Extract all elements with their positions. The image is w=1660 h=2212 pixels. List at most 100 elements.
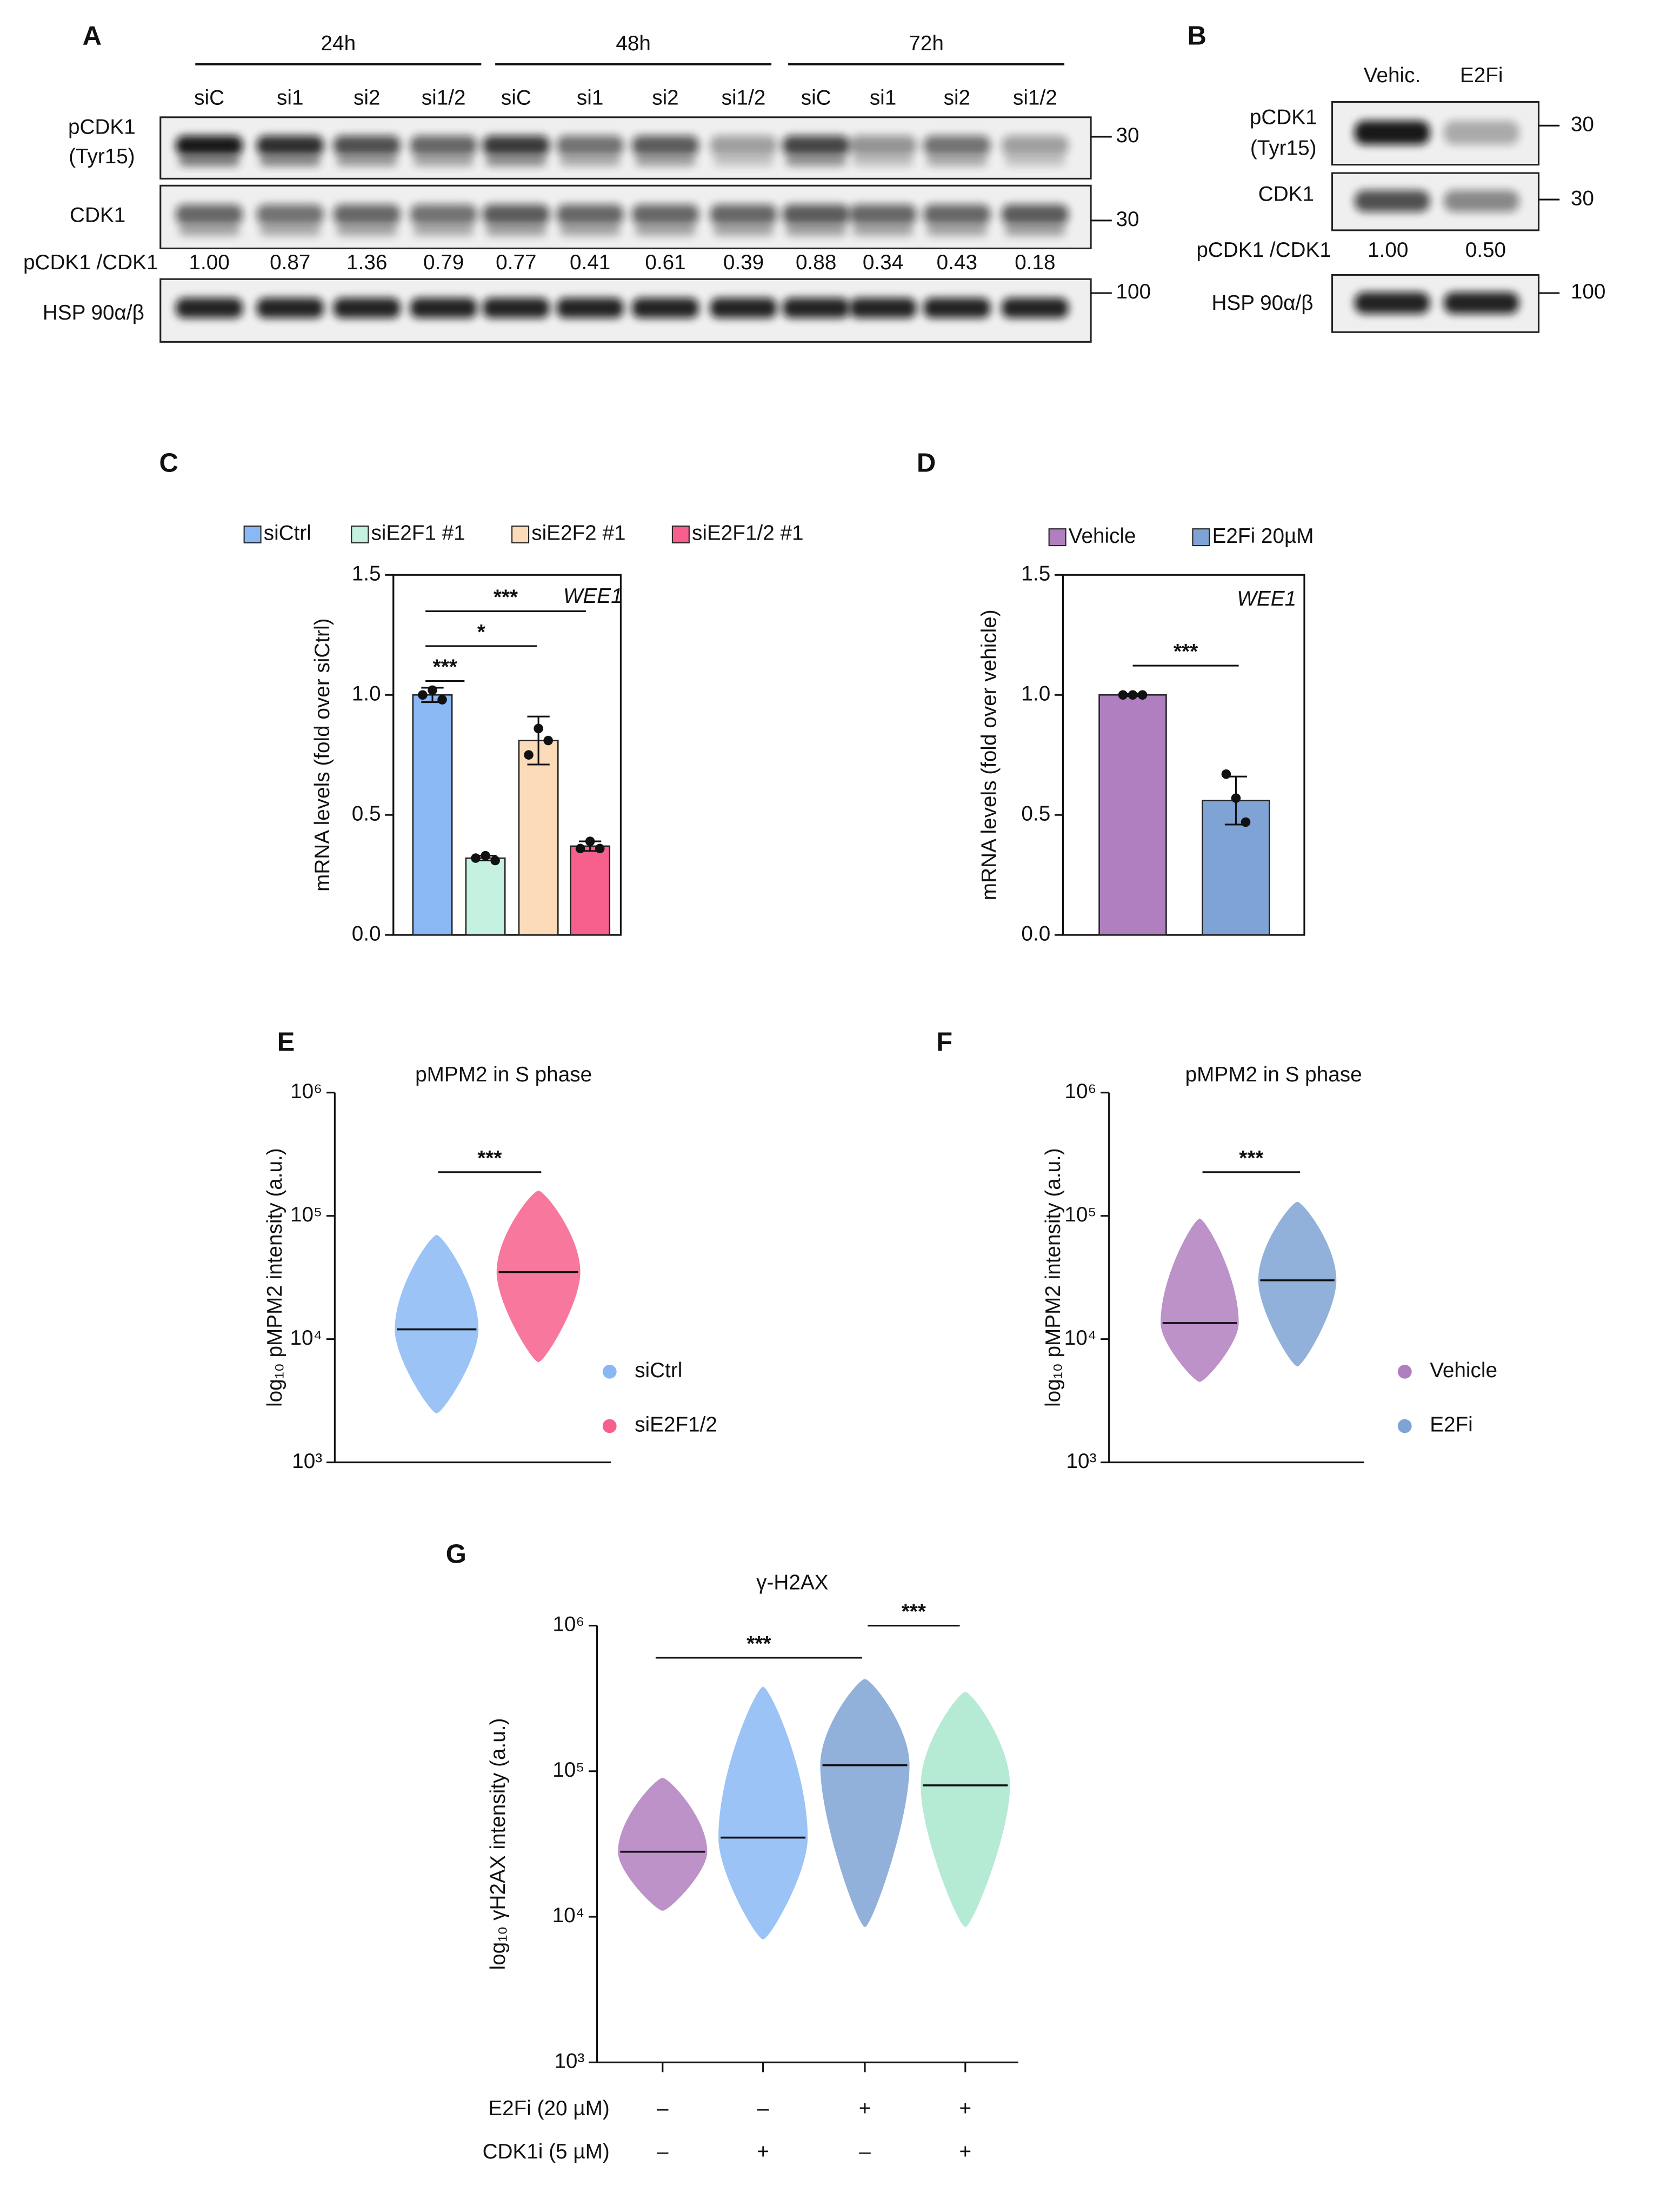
- data-point: [418, 690, 428, 700]
- ratio-label: 0.77: [496, 251, 536, 274]
- bar: [570, 845, 611, 936]
- lane-label: siC: [194, 87, 224, 110]
- y-tick-label: 10³: [292, 1450, 322, 1473]
- legend-label: E2Fi: [1430, 1413, 1473, 1437]
- row-label: (Tyr15): [1250, 136, 1317, 160]
- blot-band: [852, 155, 914, 167]
- legend-label: siE2F1 #1: [371, 522, 465, 545]
- condition-symbol: +: [757, 2140, 769, 2163]
- marker-label: 100: [1116, 280, 1151, 303]
- data-point: [575, 843, 585, 854]
- legend-label: siE2F1/2: [635, 1413, 717, 1437]
- legend-marker: [602, 1419, 617, 1433]
- row-label: pCDK1 /CDK1: [1196, 238, 1331, 262]
- blot-band: [635, 155, 696, 167]
- blot-band: [782, 135, 850, 156]
- significance-label: ***: [1174, 640, 1198, 663]
- data-point: [1118, 690, 1128, 700]
- row-label: CDK1: [70, 203, 125, 227]
- y-tick-label: 0.0: [352, 922, 381, 945]
- data-point: [437, 695, 447, 705]
- row-label: (Tyr15): [69, 145, 135, 168]
- blot-band: [712, 224, 775, 236]
- blot-band: [923, 204, 991, 225]
- blot-band: [482, 298, 550, 318]
- lane-label: Vehic.: [1364, 64, 1421, 87]
- blot-band: [256, 135, 324, 156]
- blot-band: [632, 135, 699, 156]
- y-tick-label: 0.5: [1021, 802, 1050, 825]
- condition-symbol: –: [657, 2140, 669, 2163]
- ratio-label: 0.41: [570, 251, 610, 274]
- blot-band: [412, 224, 475, 236]
- y-tick-label: 10⁶: [290, 1080, 322, 1103]
- ratio-label: 0.43: [937, 251, 977, 274]
- legend-swatch: [351, 525, 369, 543]
- row-label: CDK1: [1258, 183, 1314, 206]
- ratio-label: 0.34: [863, 251, 903, 274]
- row-label: pCDK1: [68, 116, 136, 139]
- panel-letter: G: [446, 1539, 466, 1569]
- blot-band: [176, 298, 243, 318]
- time-label: 24h: [321, 32, 356, 55]
- distribution: [1161, 1218, 1239, 1382]
- data-point: [428, 685, 437, 695]
- distribution: [496, 1191, 581, 1363]
- y-tick-label: 10⁵: [552, 1758, 584, 1782]
- bar: [518, 740, 559, 936]
- condition-symbol: +: [859, 2097, 871, 2120]
- legend-swatch: [1192, 528, 1210, 547]
- legend-swatch: [1048, 528, 1066, 547]
- data-point: [534, 723, 543, 734]
- lane-label: si1: [577, 87, 603, 110]
- ratio-label: 1.36: [346, 251, 387, 274]
- lane-label: si1/2: [422, 87, 466, 110]
- blot-band: [1004, 155, 1066, 167]
- y-tick-label: 10⁶: [1064, 1080, 1096, 1103]
- y-tick-label: 10⁴: [1064, 1326, 1097, 1350]
- data-point: [1241, 817, 1251, 827]
- blot-band: [1001, 298, 1069, 318]
- y-tick-label: 10⁶: [552, 1613, 584, 1636]
- y-axis-label: log₁₀ pMPM2 intensity (a.u.): [263, 1148, 286, 1407]
- blot-band: [412, 155, 475, 167]
- row-label: pCDK1 /CDK1: [23, 251, 158, 274]
- blot-band: [635, 224, 696, 236]
- blot-band: [1004, 224, 1066, 236]
- blot-band: [556, 204, 624, 225]
- significance-label: ***: [1239, 1147, 1264, 1170]
- blot-band: [485, 224, 547, 236]
- y-axis-label: log₁₀ pMPM2 intensity (a.u.): [1042, 1148, 1065, 1407]
- legend-label: siCtrl: [635, 1359, 682, 1382]
- blot-band: [849, 298, 917, 318]
- distribution: [1258, 1201, 1337, 1367]
- legend-swatch: [243, 525, 262, 543]
- marker-label: 30: [1116, 208, 1139, 231]
- panel-letter: C: [159, 448, 178, 477]
- lane-label: si1/2: [722, 87, 766, 110]
- blot-band: [849, 135, 917, 156]
- legend-marker: [602, 1364, 617, 1379]
- blot-band: [926, 224, 988, 236]
- marker-label: 100: [1571, 280, 1606, 303]
- legend-marker: [1397, 1364, 1412, 1379]
- blot-band: [333, 135, 401, 156]
- panel-letter: B: [1188, 22, 1206, 51]
- blot-band: [176, 135, 243, 156]
- blot-band: [482, 204, 550, 225]
- marker-label: 30: [1116, 124, 1139, 147]
- lane-label: siC: [801, 87, 831, 110]
- ratio-label: 0.87: [270, 251, 310, 274]
- y-tick-label: 1.0: [352, 682, 381, 705]
- blot-band: [785, 224, 847, 236]
- blot-band: [256, 204, 324, 225]
- legend-label: siE2F2 #1: [531, 522, 625, 545]
- blot-band: [712, 155, 775, 167]
- bar: [412, 694, 453, 936]
- blot-band: [1443, 292, 1519, 314]
- condition-symbol: –: [757, 2097, 769, 2120]
- panel-letter: D: [917, 448, 936, 477]
- legend-swatch: [671, 525, 690, 543]
- data-point: [585, 836, 595, 846]
